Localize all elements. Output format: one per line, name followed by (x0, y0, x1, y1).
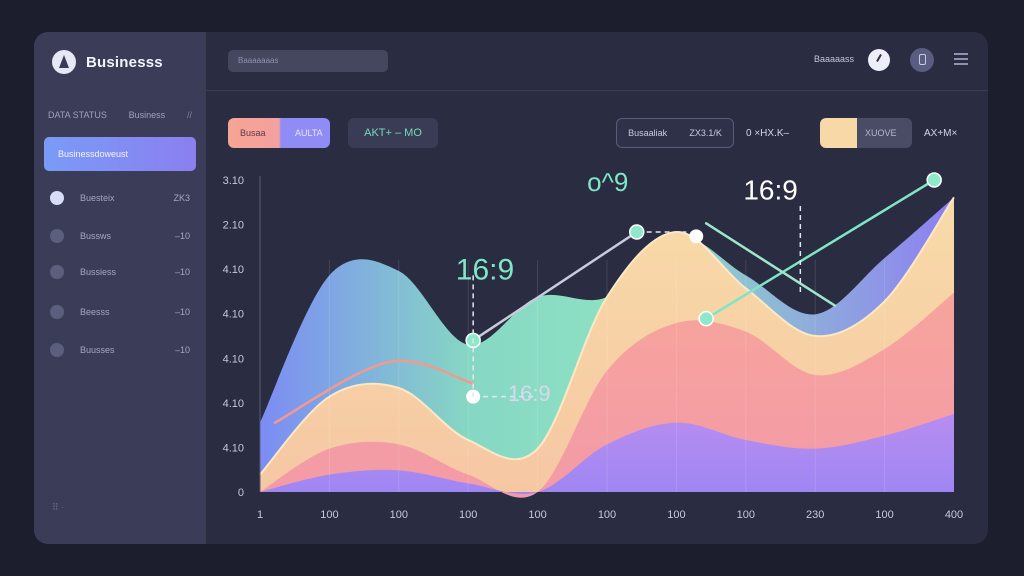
sidebar-item-value: –10 (174, 345, 190, 355)
overlay-line-1 (704, 178, 936, 320)
annotation-label: 16:9 (456, 254, 514, 287)
sidebar-item-value: –10 (174, 231, 190, 241)
sidebar-item[interactable]: Bussiess –10 (50, 263, 190, 281)
x-tick-label: 100 (737, 509, 755, 521)
item-dot-icon (50, 265, 64, 279)
overlay-line-0 (471, 230, 638, 342)
sidebar-item[interactable]: Buesteix ZK3 (50, 189, 190, 207)
x-tick-label: 100 (320, 509, 338, 521)
avatar[interactable] (910, 48, 934, 72)
sidebar-item-value: –10 (174, 267, 190, 277)
range-select-label: Busaaliak (628, 128, 668, 138)
topbar-label[interactable]: Baaaaass (814, 54, 855, 64)
export-readout[interactable]: AX+M× (924, 127, 958, 139)
sidebar-item-active[interactable]: Businessdoweust (44, 137, 196, 171)
range-select-value: ZX3.1/K (689, 128, 722, 138)
sidebar-header: DATA STATUS Business // (48, 110, 192, 120)
highlight-point[interactable] (689, 229, 704, 244)
data-point[interactable] (926, 172, 942, 188)
x-tick-label: 100 (390, 509, 408, 521)
y-tick-label: 4.10 (223, 309, 244, 321)
sidebar-item-value: –10 (174, 307, 190, 317)
x-tick-label: 230 (806, 509, 824, 521)
sidebar-item-label: Bussiess (80, 267, 117, 277)
y-tick-label: 3.10 (223, 175, 244, 187)
app-window: Businesss DATA STATUS Business // Busine… (34, 32, 988, 544)
filter-toggle[interactable]: Busaa AULTA (228, 118, 330, 148)
topbar: Baaaaaaas Baaaaass (206, 32, 988, 91)
item-dot-icon (50, 191, 64, 205)
x-tick-label: 100 (667, 509, 685, 521)
sidebar: Businesss DATA STATUS Business // Busine… (34, 32, 206, 544)
area-chart: 0 4.10 4.10 4.10 4.10 4.10 2.10 3.10 1 100 100 100 1… (223, 167, 964, 521)
filter-toggle-left: Busaa (240, 128, 266, 138)
y-tick-label: 2.10 (223, 220, 244, 232)
item-dot-icon (50, 305, 64, 319)
data-point[interactable] (628, 224, 645, 240)
sidebar-item-label: Buesteix (80, 193, 115, 203)
y-tick-label: 0 (238, 487, 244, 499)
sidebar-item-label: Beesss (80, 307, 110, 317)
y-tick-label: 4.10 (223, 398, 244, 410)
series-toggle[interactable]: XUOVE (820, 118, 912, 148)
logo-icon (52, 50, 76, 74)
range-readout: 0 ×HX.K– (746, 127, 790, 139)
range-select[interactable]: Busaaliak ZX3.1/K (616, 118, 734, 148)
x-tick-label: 1 (257, 509, 263, 521)
x-tick-label: 400 (945, 509, 963, 521)
clock-icon[interactable] (868, 49, 890, 71)
overlay-line-2 (704, 222, 837, 307)
y-tick-label: 4.10 (223, 442, 244, 454)
area-series-edge (259, 196, 955, 476)
data-point[interactable] (698, 310, 714, 327)
search-input[interactable]: Baaaaaaas (228, 50, 388, 72)
series-toggle-label: XUOVE (865, 128, 897, 138)
annotation-label: 16:9 (508, 381, 551, 406)
sidebar-item[interactable]: Beesss –10 (50, 303, 190, 321)
x-tick-label: 100 (459, 509, 477, 521)
x-tick-label: 100 (528, 509, 546, 521)
sidebar-header-mid: Business (128, 110, 166, 120)
sidebar-header-right: // (186, 110, 192, 120)
sidebar-footer: ⠿ · (52, 502, 65, 512)
y-tick-label: 4.10 (223, 264, 244, 276)
sidebar-item[interactable]: Bussws –10 (50, 227, 190, 245)
sidebar-item[interactable]: Buusses –10 (50, 341, 190, 359)
item-dot-icon (50, 343, 64, 357)
item-dot-icon (50, 229, 64, 243)
sidebar-item-label: Bussws (80, 231, 112, 241)
annotation-label: o^9 (587, 167, 628, 197)
y-tick-label: 4.10 (223, 353, 244, 365)
brand-name: Businesss (86, 53, 163, 71)
filter-toggle-right: AULTA (295, 128, 323, 138)
sidebar-item-label: Buusses (80, 345, 115, 355)
sidebar-header-left: DATA STATUS (48, 110, 107, 120)
annotation-label: 16:9 (743, 175, 798, 206)
brand[interactable]: Businesss (52, 50, 163, 74)
area-series-3 (260, 414, 954, 494)
x-tick-label: 100 (598, 509, 616, 521)
sidebar-item-value: ZK3 (173, 193, 190, 203)
overlay-line-3 (273, 359, 475, 424)
metric-button[interactable]: AKT+ – MO (348, 118, 438, 148)
x-tick-label: 100 (875, 509, 893, 521)
menu-icon[interactable] (954, 53, 968, 65)
